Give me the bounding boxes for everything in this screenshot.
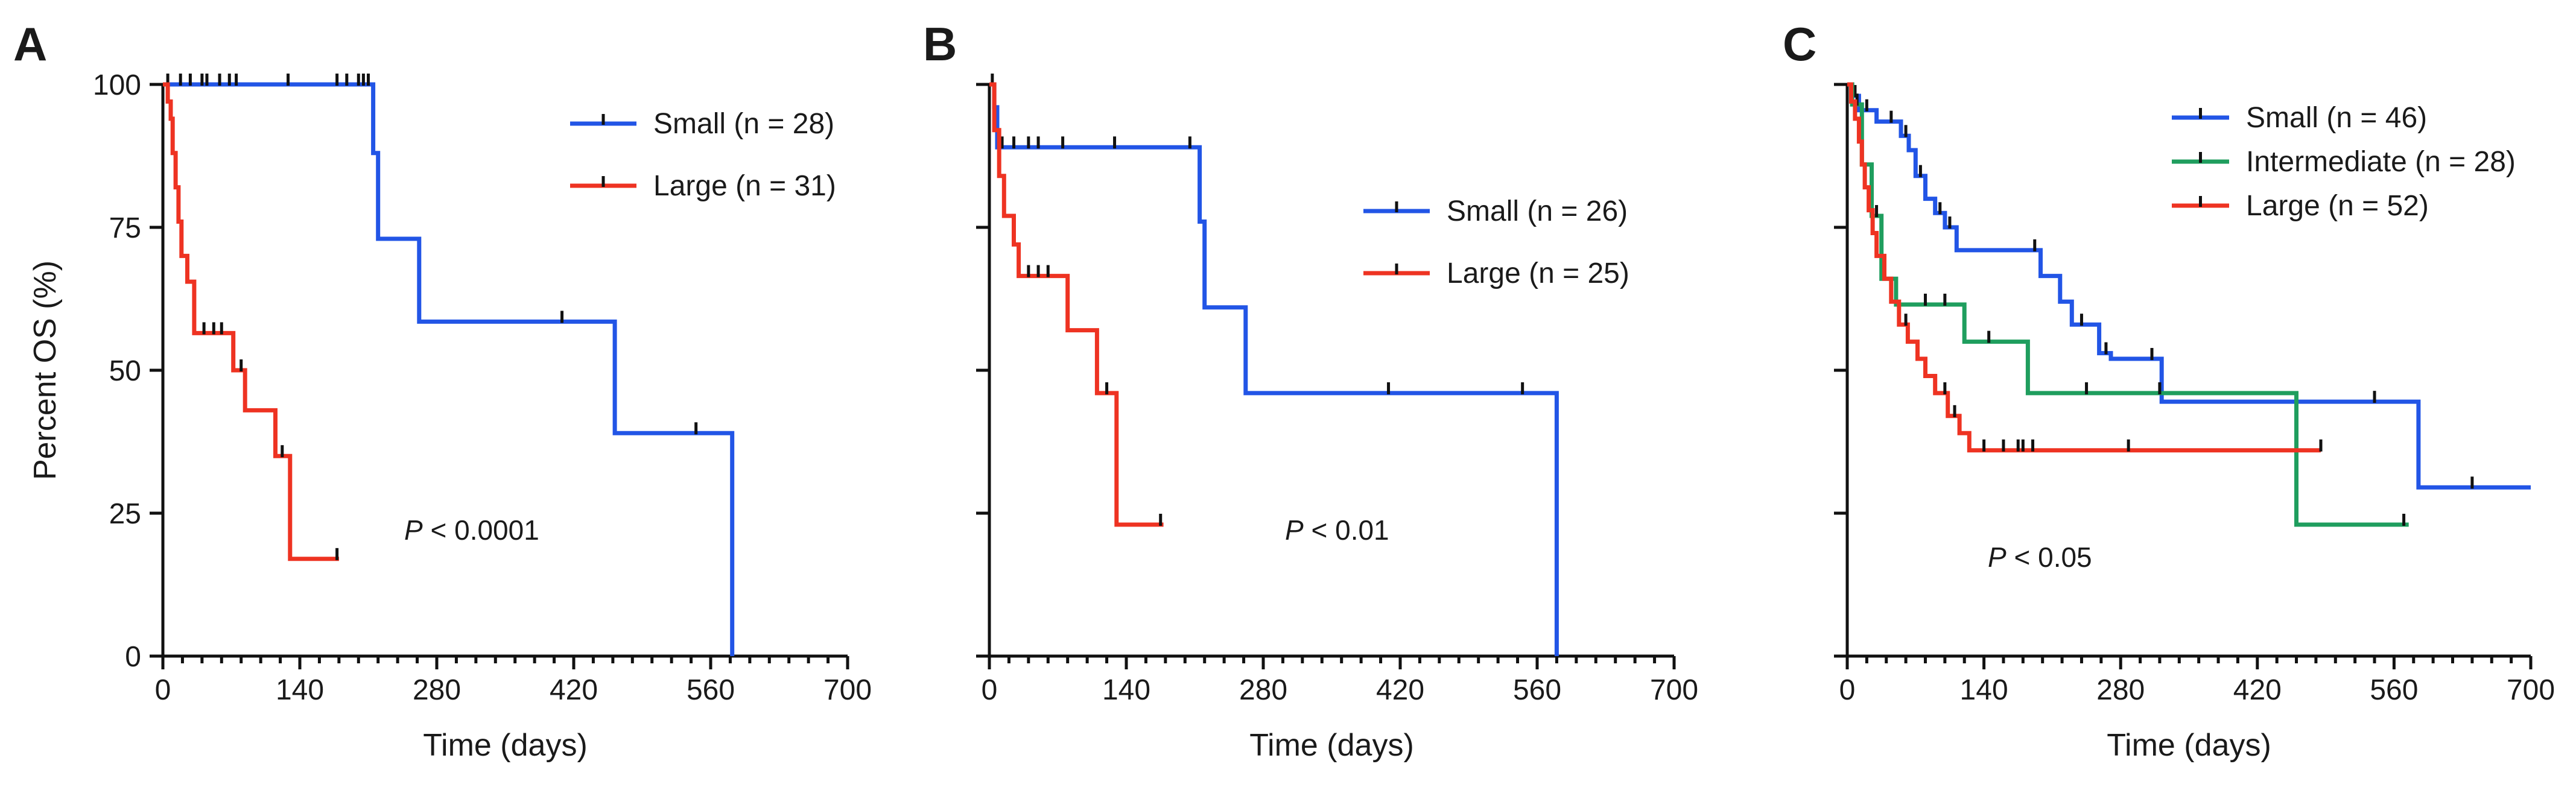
x-tick-label: 700: [823, 674, 872, 706]
legend-label: Small (n = 46): [2246, 102, 2427, 134]
x-tick-label: 700: [1650, 674, 1698, 706]
chart-panel-a: A 0 140 280 420 560 700 0 25 50 75 100 Time (days) Pe…: [13, 17, 872, 763]
p-value: < 0.01: [1304, 514, 1389, 546]
panel-letter: C: [1783, 17, 1816, 71]
series-small: [989, 74, 1559, 656]
chart-panel-c: C 0 140 280 420 560 700 Time (days) Small (n = 4…: [1783, 17, 2555, 763]
legend-label: Large (n = 31): [653, 170, 836, 202]
p-value: < 0.0001: [423, 514, 539, 546]
x-tick-label: 420: [550, 674, 598, 706]
survival-curve: [163, 82, 735, 656]
legend-label: Small (n = 26): [1447, 195, 1628, 227]
chart-panel-b: B 0 140 280 420 560 700 Time (days) Small (n = 2…: [923, 17, 1698, 763]
legend-entry: Large (n = 52): [2172, 190, 2429, 222]
legend-entry: Small (n = 26): [1363, 195, 1628, 227]
p-value-label: P < 0.05: [1988, 542, 2092, 573]
x-tick-label: 560: [687, 674, 735, 706]
legend-entry: Large (n = 25): [1363, 257, 1629, 289]
x-tick-label: 280: [2096, 674, 2145, 706]
survival-curve: [163, 82, 339, 561]
p-symbol: P: [404, 514, 423, 546]
y-tick-label: 0: [125, 641, 141, 673]
panel-letter: B: [923, 17, 957, 71]
p-value-label: P < 0.01: [1285, 514, 1389, 546]
series-small: [1847, 82, 2531, 490]
x-tick-label: 140: [276, 674, 324, 706]
x-tick-label: 0: [982, 674, 998, 706]
y-tick-label: 25: [109, 498, 141, 530]
x-axis-title: Time (days): [2107, 728, 2271, 763]
p-value-label: P < 0.0001: [404, 514, 539, 546]
survival-curve: [1847, 82, 2531, 490]
x-tick-label: 140: [1960, 674, 2008, 706]
legend-label: Large (n = 25): [1447, 257, 1629, 289]
x-tick-label: 700: [2507, 674, 2555, 706]
series-large: [1847, 82, 2323, 453]
x-tick-label: 280: [413, 674, 461, 706]
x-tick-label: 420: [2233, 674, 2282, 706]
x-axis-title: Time (days): [423, 728, 588, 763]
legend-label: Intermediate (n = 28): [2246, 146, 2516, 178]
x-tick-label: 140: [1102, 674, 1150, 706]
series-large: [989, 82, 1164, 527]
x-tick-label: 0: [1839, 674, 1856, 706]
x-tick-label: 0: [155, 674, 171, 706]
survival-curve: [989, 82, 1164, 527]
series-small: [163, 74, 735, 656]
legend-label: Large (n = 52): [2246, 190, 2429, 222]
survival-curve: [1847, 82, 2321, 453]
y-tick-label: 100: [93, 69, 141, 101]
y-tick-label: 75: [109, 212, 141, 244]
legend-entry: Small (n = 46): [2172, 102, 2427, 134]
x-axis-title: Time (days): [1249, 728, 1414, 763]
x-tick-label: 280: [1239, 674, 1287, 706]
x-tick-label: 420: [1376, 674, 1424, 706]
x-tick-label: 560: [2370, 674, 2418, 706]
x-tick-label: 560: [1513, 674, 1561, 706]
p-symbol: P: [1988, 542, 2007, 573]
y-axis-title: Percent OS (%): [28, 261, 63, 480]
legend-label: Small (n = 28): [653, 108, 834, 140]
legend-entry: Large (n = 31): [570, 170, 836, 202]
p-symbol: P: [1285, 514, 1304, 546]
survival-curve: [989, 82, 1559, 656]
panel-letter: A: [13, 17, 47, 71]
legend-entry: Intermediate (n = 28): [2172, 146, 2516, 178]
y-tick-label: 50: [109, 355, 141, 387]
legend-entry: Small (n = 28): [570, 108, 834, 140]
series-large: [163, 82, 339, 561]
p-value: < 0.05: [2007, 542, 2092, 573]
